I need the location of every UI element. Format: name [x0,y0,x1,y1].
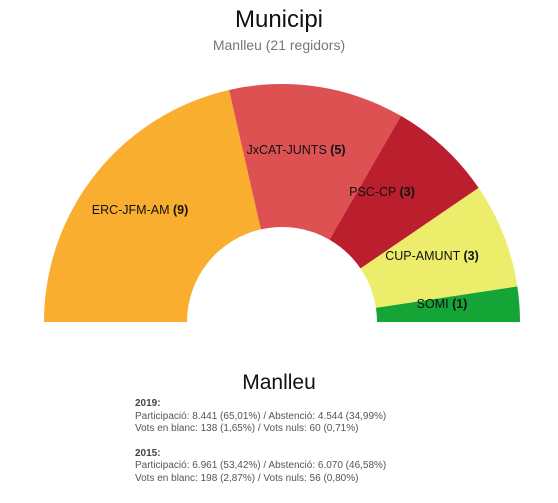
blank-null-votes-line: Vots en blanc: 198 (2,87%) / Vots nuls: … [135,472,359,484]
hemicycle-chart: ERC-JFM-AM (9) JxCAT-JUNTS (5) PSC-CP (3) C… [44,84,520,322]
hemicycle-segment-cup-amunt [360,187,518,308]
election-year: 2015: [135,447,161,459]
participation-line: Participació: 6.961 (53,42%) / Abstenció… [135,460,387,471]
segment-label-psc-cp: PSC-CP (3) [349,185,415,199]
segment-label-somi: SOMI (1) [417,297,468,311]
hemicycle-segment-somi [375,286,520,322]
participation-line: Participació: 8.441 (65,01%) / Abstenció… [135,410,387,422]
chart-subtitle: Manlleu (21 regidors) [212,37,346,53]
election-year: 2019: [135,398,161,409]
hemicycle-segment-jxcat-junts [229,84,401,240]
blank-null-votes-line: Vots en blanc: 138 (1,65%) / Vots nuls: … [135,423,359,434]
municipality-name: Manlleu [242,371,316,394]
election-2015: 2015: Participació: 6.961 (53,42%) / Abs… [135,448,386,486]
hemicycle-segment-erc-jfm-am [44,89,261,322]
election-2019: 2019: Participació: 8.441 (65,01%) / Abs… [135,398,386,436]
chart-title: Municipi [234,6,324,33]
segment-label-erc-jfm-am: ERC-JFM-AM (9) [92,203,189,217]
segment-label-jxcat-junts: JxCAT-JUNTS (5) [246,143,345,157]
hemicycle-segment-psc-cp [329,115,479,269]
election-stats: 2019: Participació: 8.441 (65,01%) / Abs… [135,398,386,497]
segment-label-cup-amunt: CUP-AMUNT (3) [385,249,479,263]
